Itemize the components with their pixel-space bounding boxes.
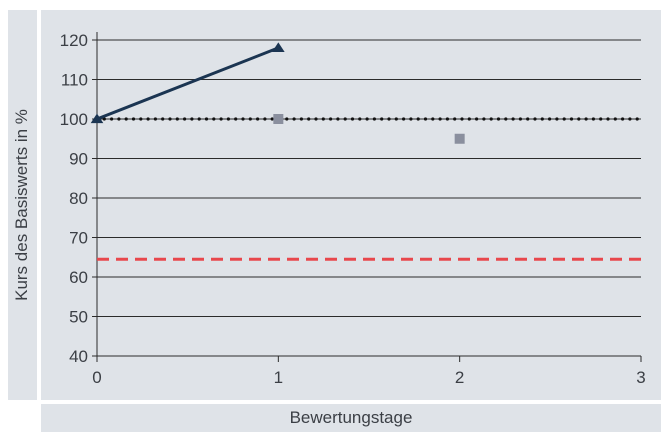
x-axis-label: Bewertungstage: [289, 408, 413, 427]
y-tick-label-70: 70: [69, 229, 88, 248]
series-line-0: [96, 46, 279, 121]
x-tick-label-3: 3: [636, 368, 645, 387]
x-tick-label-1: 1: [274, 368, 283, 387]
triangle-marker-0-0: [90, 113, 104, 124]
y-tick-label-90: 90: [69, 150, 88, 169]
plot-panel: [41, 10, 661, 400]
x-axis-label-panel: Bewertungstage: [41, 404, 661, 432]
x-tick-label-0: 0: [92, 368, 101, 387]
square-marker-1-1: [454, 133, 465, 144]
square-marker-1-0: [273, 114, 284, 124]
y-tick-label-60: 60: [69, 268, 88, 287]
x-tick-label-2: 2: [455, 368, 464, 387]
y-tick-label-50: 50: [69, 308, 88, 327]
y-tick-label-40: 40: [69, 347, 88, 366]
y-tick-label-80: 80: [69, 189, 88, 208]
triangle-marker-0-1: [272, 42, 285, 53]
y-tick-label-110: 110: [61, 71, 88, 90]
y-axis-label-panel: [8, 10, 37, 400]
y-tick-label-120: 120: [60, 31, 88, 50]
y-tick-label-100: 100: [60, 110, 88, 129]
